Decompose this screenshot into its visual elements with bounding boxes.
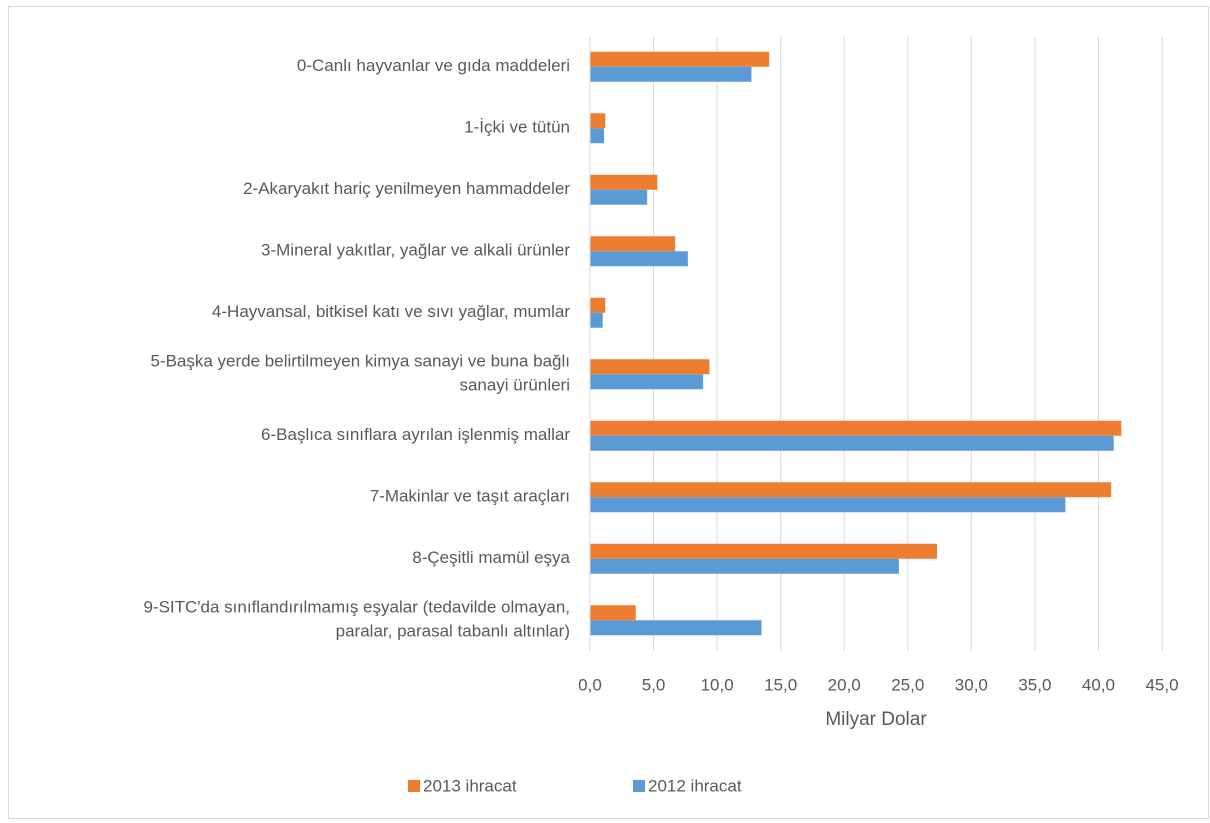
bar — [590, 113, 606, 129]
bar — [590, 312, 603, 328]
bar — [590, 620, 762, 636]
bar — [590, 66, 752, 82]
x-tick-label: 35,0 — [1018, 675, 1051, 694]
y-tick-label: 0-Canlı hayvanlar ve gıda maddeleri — [297, 56, 570, 75]
bar — [590, 236, 676, 252]
x-tick-label: 5,0 — [642, 675, 666, 694]
x-tick-label: 10,0 — [701, 675, 734, 694]
x-tick-label: 20,0 — [828, 675, 861, 694]
bar — [590, 189, 648, 205]
x-tick-label: 15,0 — [764, 675, 797, 694]
y-tick-label: 3-Mineral yakıtlar, yağlar ve alkali ürü… — [261, 241, 570, 260]
bar — [590, 374, 704, 390]
bar — [590, 543, 938, 559]
y-tick-label: 8-Çeşitli mamül eşya — [412, 548, 570, 567]
x-axis-label: Milyar Dolar — [825, 709, 927, 730]
bar — [590, 558, 899, 574]
bar — [590, 497, 1066, 513]
y-tick-label: 1-İçki ve tütün — [464, 118, 570, 137]
y-tick-label: 2-Akaryakıt hariç yenilmeyen hammaddeler — [243, 179, 570, 198]
bar — [590, 359, 710, 375]
y-tick-label: 4-Hayvansal, bitkisel katı ve sıvı yağla… — [212, 302, 570, 321]
x-tick-label: 25,0 — [891, 675, 924, 694]
y-tick-label: 7-Makinlar ve taşıt araçları — [370, 487, 570, 506]
bar — [590, 420, 1122, 436]
x-tick-label: 40,0 — [1082, 675, 1115, 694]
x-tick-label: 0,0 — [578, 675, 602, 694]
bar — [590, 605, 636, 621]
bar — [590, 128, 604, 144]
bar — [590, 174, 658, 190]
bar — [590, 482, 1112, 498]
bar — [590, 435, 1114, 451]
chart-border — [8, 6, 1209, 819]
y-tick-label: 6-Başlıca sınıflara ayrılan işlenmiş mal… — [261, 425, 570, 444]
y-tick-label: 9-SITC'da sınıflandırılmamış eşyalar (te… — [143, 598, 570, 641]
y-tick-label: 5-Başka yerde belirtilmeyen kimya sanayi… — [150, 352, 570, 395]
legend-swatch — [633, 780, 645, 792]
bar — [590, 251, 688, 267]
bar — [590, 51, 770, 67]
x-tick-label: 30,0 — [955, 675, 988, 694]
legend-label: 2013 ihracat — [423, 776, 517, 795]
bar — [590, 297, 606, 313]
x-tick-label: 45,0 — [1145, 675, 1178, 694]
legend-swatch — [408, 780, 420, 792]
legend-label: 2012 ihracat — [648, 776, 742, 795]
